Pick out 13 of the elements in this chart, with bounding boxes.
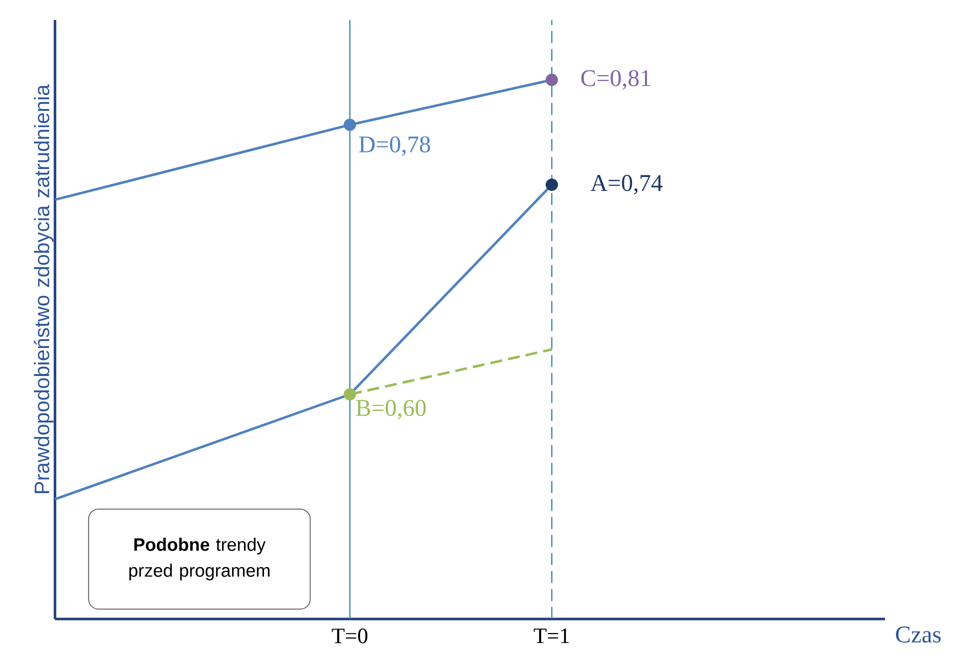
data-label: A=0,74 <box>590 174 663 195</box>
x-axis-title: Czas <box>896 626 941 643</box>
point <box>344 118 356 131</box>
point <box>546 178 558 191</box>
y-axis-title: Prawdopodobieństwo zdobycia zatrudnienia <box>34 84 54 494</box>
point <box>546 74 558 86</box>
x-tick-label: T=0 <box>332 628 368 644</box>
point <box>344 388 356 401</box>
data-label: C=0,81 <box>581 70 650 90</box>
data-label: B=0,60 <box>356 400 426 420</box>
annotation: Podobne trendy przed programem <box>129 538 270 580</box>
data-label: D=0,78 <box>359 136 430 156</box>
x-tick-label: T=1 <box>534 628 569 643</box>
